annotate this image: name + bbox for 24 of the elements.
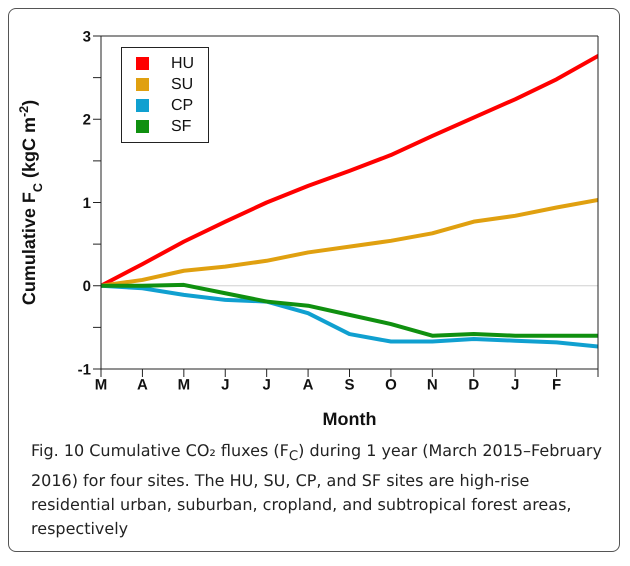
x-tick-label: O: [385, 376, 398, 394]
legend-label: SF: [171, 118, 192, 136]
x-tick-label: F: [552, 376, 562, 394]
x-tick-label: J: [221, 376, 230, 394]
x-tick-label: J: [262, 376, 271, 394]
y-tick-label: 2: [82, 112, 91, 129]
legend-label: HU: [171, 54, 194, 72]
x-tick-label: M: [94, 376, 108, 394]
caption: Fig. 10 Cumulative CO₂ fluxes (F$_{C}$) during 1 year (March 2015–February 2016) for four sites. The HU, SU, CP, and SF sites are high-rise residential urban, suburban, cropland, and subtropical forest areas, respectively: [31, 440, 603, 540]
y-tick-label: 0: [82, 278, 91, 296]
legend-label: SU: [171, 76, 194, 94]
x-tick-label: A: [302, 376, 314, 394]
y-tick-label: -1: [78, 361, 91, 378]
x-tick-label: S: [344, 376, 355, 394]
y-tick-label: 1: [82, 194, 91, 212]
x-axis-title: Month: [322, 409, 376, 429]
y-tick-label: 3: [82, 28, 91, 46]
legend-label: CP: [171, 96, 194, 114]
x-tick-label: J: [510, 376, 520, 394]
x-tick-label: D: [468, 376, 480, 394]
x-tick-label: N: [426, 376, 438, 394]
x-tick-label: M: [178, 376, 190, 394]
line-series: [101, 282, 598, 338]
x-tick-label: A: [136, 376, 148, 394]
